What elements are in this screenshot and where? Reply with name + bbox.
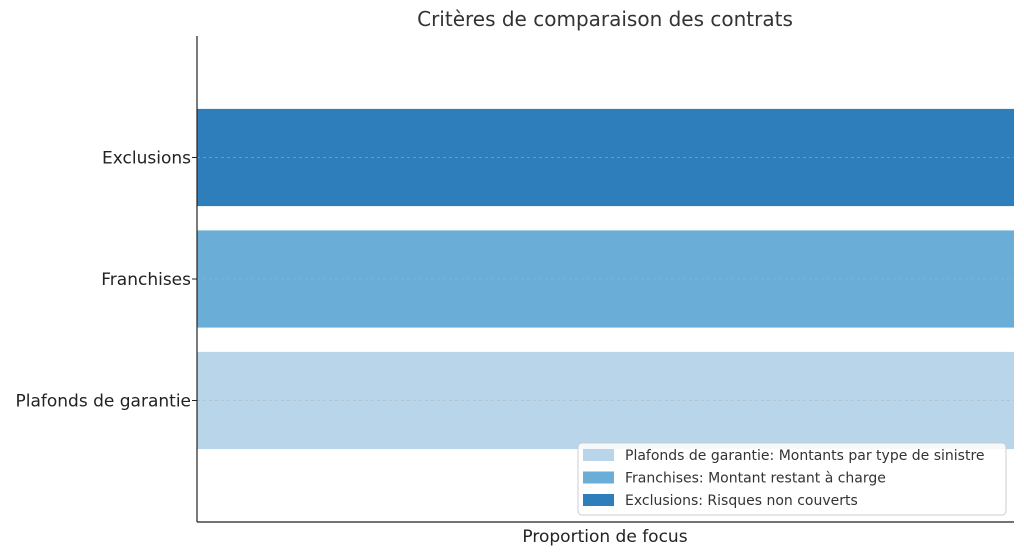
legend: Plafonds de garantie: Montants par type … — [577, 442, 1007, 516]
legend-swatch-1 — [583, 449, 614, 461]
y-tick-label-exclusions: Exclusions — [102, 149, 191, 169]
x-axis-label: Proportion de focus — [522, 527, 687, 547]
y-ticks: Plafonds de garantie Franchises Exclusions — [16, 149, 197, 412]
legend-label-3: Exclusions: Risques non couverts — [625, 493, 858, 509]
legend-label-1: Plafonds de garantie: Montants par type … — [625, 448, 985, 464]
legend-frame — [577, 442, 1007, 516]
grid-layer — [197, 157, 1014, 401]
legend-label-2: Franchises: Montant restant à charge — [625, 471, 886, 487]
legend-swatch-2 — [583, 471, 614, 484]
y-tick-label-franchises: Franchises — [101, 270, 191, 290]
legend-swatch-3 — [583, 494, 614, 506]
y-tick-label-plafonds-de-garantie: Plafonds de garantie — [16, 392, 192, 412]
chart-title: Critères de comparaison des contrats — [417, 7, 793, 31]
legend-entries: Plafonds de garantie: Montants par type … — [583, 448, 985, 509]
